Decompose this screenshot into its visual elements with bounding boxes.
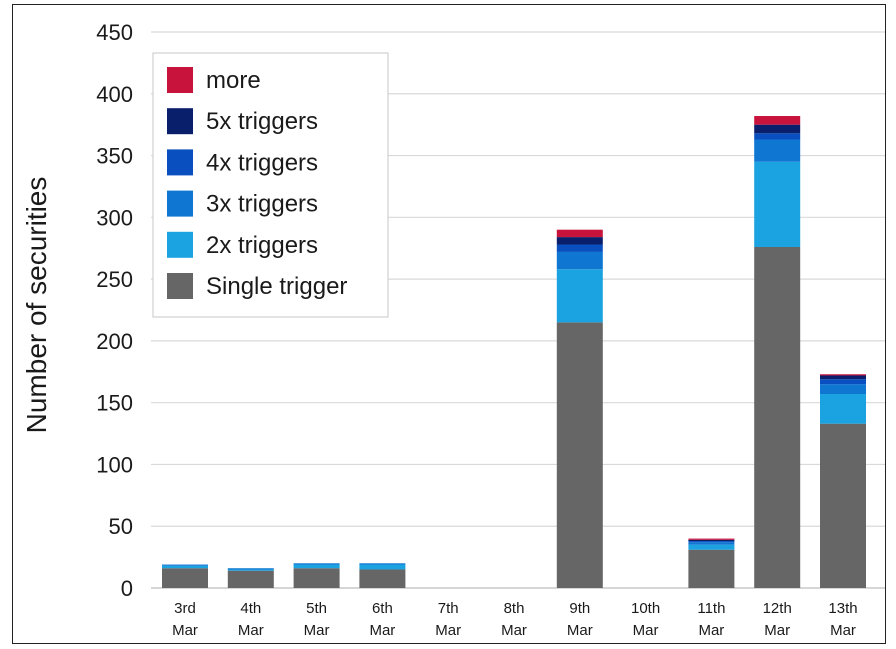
legend-swatch (167, 190, 193, 217)
legend-swatch (167, 231, 193, 258)
bar-segment (227, 569, 274, 571)
bar-segment (820, 394, 866, 424)
y-tick-label: 150 (96, 391, 133, 416)
bar-segment (359, 563, 406, 565)
y-tick-label: 300 (96, 205, 133, 230)
x-tick-label-day: 5th (306, 600, 327, 617)
bar-segment (556, 237, 603, 245)
legend-label: more (206, 67, 261, 94)
bar-segment (688, 542, 735, 545)
bar-segment (754, 139, 801, 162)
bars (162, 116, 866, 588)
legend-swatch (167, 108, 193, 135)
bar-segment (359, 564, 406, 570)
bar-segment (754, 161, 801, 247)
legend-label: 4x triggers (206, 149, 318, 176)
x-tick-label-day: 4th (240, 600, 261, 617)
x-tick-label-month: Mar (764, 622, 790, 639)
bar-segment (688, 549, 735, 588)
x-tick-label-month: Mar (369, 622, 395, 639)
x-tick-label-month: Mar (501, 622, 527, 639)
x-tick-label-day: 12th (763, 600, 792, 617)
x-tick-label-day: 6th (372, 600, 393, 617)
legend-swatch (167, 149, 193, 176)
x-tick-label-month: Mar (172, 622, 198, 639)
x-tick-label-day: 3rd (174, 600, 196, 617)
bar-segment (556, 251, 603, 270)
bar-segment (556, 269, 603, 323)
x-tick-label-day: 8th (504, 600, 525, 617)
x-tick-label-day: 9th (569, 600, 590, 617)
bar-segment (162, 568, 208, 588)
bar-segment (820, 379, 866, 385)
x-tick-label-month: Mar (633, 622, 659, 639)
bar-segment (293, 563, 340, 565)
legend-label: 2x triggers (206, 232, 318, 259)
bar-segment (293, 568, 340, 588)
bar-segment (688, 541, 735, 543)
bar-segment (820, 374, 866, 376)
bar-segment (688, 538, 735, 540)
bar-segment (820, 423, 866, 588)
bar-segment (359, 569, 406, 588)
x-tick-label-day: 13th (828, 600, 857, 617)
y-tick-label: 200 (96, 329, 133, 354)
bar-segment (688, 544, 735, 550)
stacked-bar-chart: 0 50 100 150 200 250 300 350 400 450 3rd Mar 4th Mar… (21, 20, 885, 639)
y-tick-label: 350 (96, 144, 133, 169)
bar-segment (556, 229, 603, 238)
x-axis-ticks: 3rd Mar 4th Mar 5th Mar 6th Mar 7th Mar 8th Mar 9th M… (172, 600, 858, 639)
x-tick-label-month: Mar (830, 622, 856, 639)
y-tick-label: 50 (109, 514, 133, 539)
legend-label: Single trigger (206, 273, 347, 300)
bar-segment (688, 539, 735, 542)
x-tick-label-month: Mar (238, 622, 264, 639)
x-tick-label-month: Mar (567, 622, 593, 639)
bar-segment (820, 384, 866, 395)
chart-frame: 0 50 100 150 200 250 300 350 400 450 3rd Mar 4th Mar… (12, 4, 886, 644)
bar-segment (754, 133, 801, 140)
bar-segment (293, 564, 340, 569)
y-tick-label: 400 (96, 82, 133, 107)
bar-segment (754, 246, 801, 588)
x-tick-label-day: 10th (631, 600, 660, 617)
bar-segment (556, 244, 603, 252)
bar-segment (556, 322, 603, 588)
bar-segment (820, 375, 866, 380)
bar-segment (754, 124, 801, 134)
x-tick-label-month: Mar (698, 622, 724, 639)
legend-swatch (167, 67, 193, 93)
legend-label: 3x triggers (206, 191, 318, 218)
y-tick-label: 250 (96, 267, 133, 292)
bar-segment (227, 568, 274, 570)
y-axis-title: Number of securities (21, 177, 52, 434)
y-tick-label: 0 (121, 576, 133, 601)
x-tick-label-month: Mar (435, 622, 461, 639)
x-tick-label-day: 7th (438, 600, 459, 617)
y-axis-ticks: 0 50 100 150 200 250 300 350 400 450 (96, 20, 133, 601)
bar-segment (754, 116, 801, 125)
y-tick-label: 450 (96, 20, 133, 45)
bar-segment (227, 570, 274, 588)
legend: more 5x triggers 4x triggers 3x triggers 2x … (152, 52, 389, 318)
y-tick-label: 100 (96, 452, 133, 477)
legend-label: 5x triggers (206, 108, 318, 135)
legend-swatch (167, 273, 193, 299)
bar-segment (162, 565, 208, 569)
x-tick-label-month: Mar (304, 622, 330, 639)
bar-segment (162, 564, 208, 566)
x-tick-label-day: 11th (697, 600, 725, 617)
